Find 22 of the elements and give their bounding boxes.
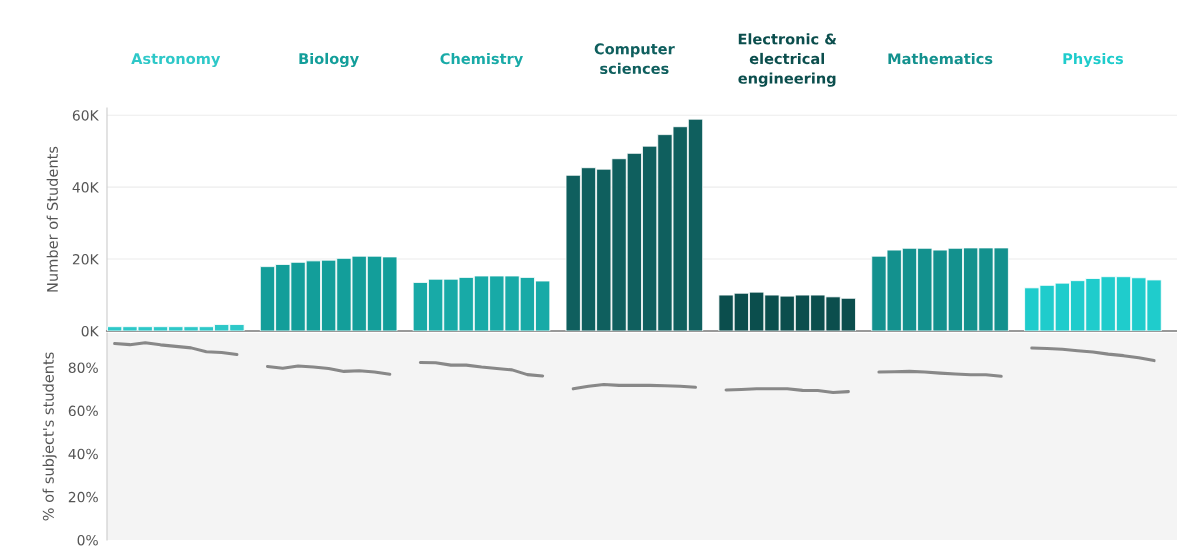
y-tick-label: 0K xyxy=(81,325,99,337)
text: Electronic & electrical engineering xyxy=(738,33,837,87)
text: Chemistry xyxy=(440,52,523,68)
y-tick-label: 60K xyxy=(72,110,99,121)
line-series xyxy=(265,364,392,376)
y-tick-label: 0% xyxy=(77,534,98,546)
text: Mathematics xyxy=(888,52,993,65)
y-tick-label: 80% xyxy=(68,362,98,373)
y-tick-label: 40% xyxy=(68,448,98,460)
text: Biology xyxy=(299,52,359,68)
y-axis-title: Number of Students xyxy=(46,146,58,292)
y-tick-label: 60% xyxy=(68,405,98,417)
text: Computer sciences xyxy=(594,43,675,75)
line-series xyxy=(113,341,239,357)
y-tick-label: 20K xyxy=(72,254,99,265)
text: Astronomy xyxy=(131,53,221,68)
y-tick-label: 40K xyxy=(72,182,99,193)
line-series xyxy=(1030,346,1156,363)
line-series xyxy=(418,361,545,378)
text: Physics xyxy=(1063,52,1124,68)
y-axis-title: % of subject's students xyxy=(42,352,57,521)
y-tick-label: 20% xyxy=(68,491,98,503)
